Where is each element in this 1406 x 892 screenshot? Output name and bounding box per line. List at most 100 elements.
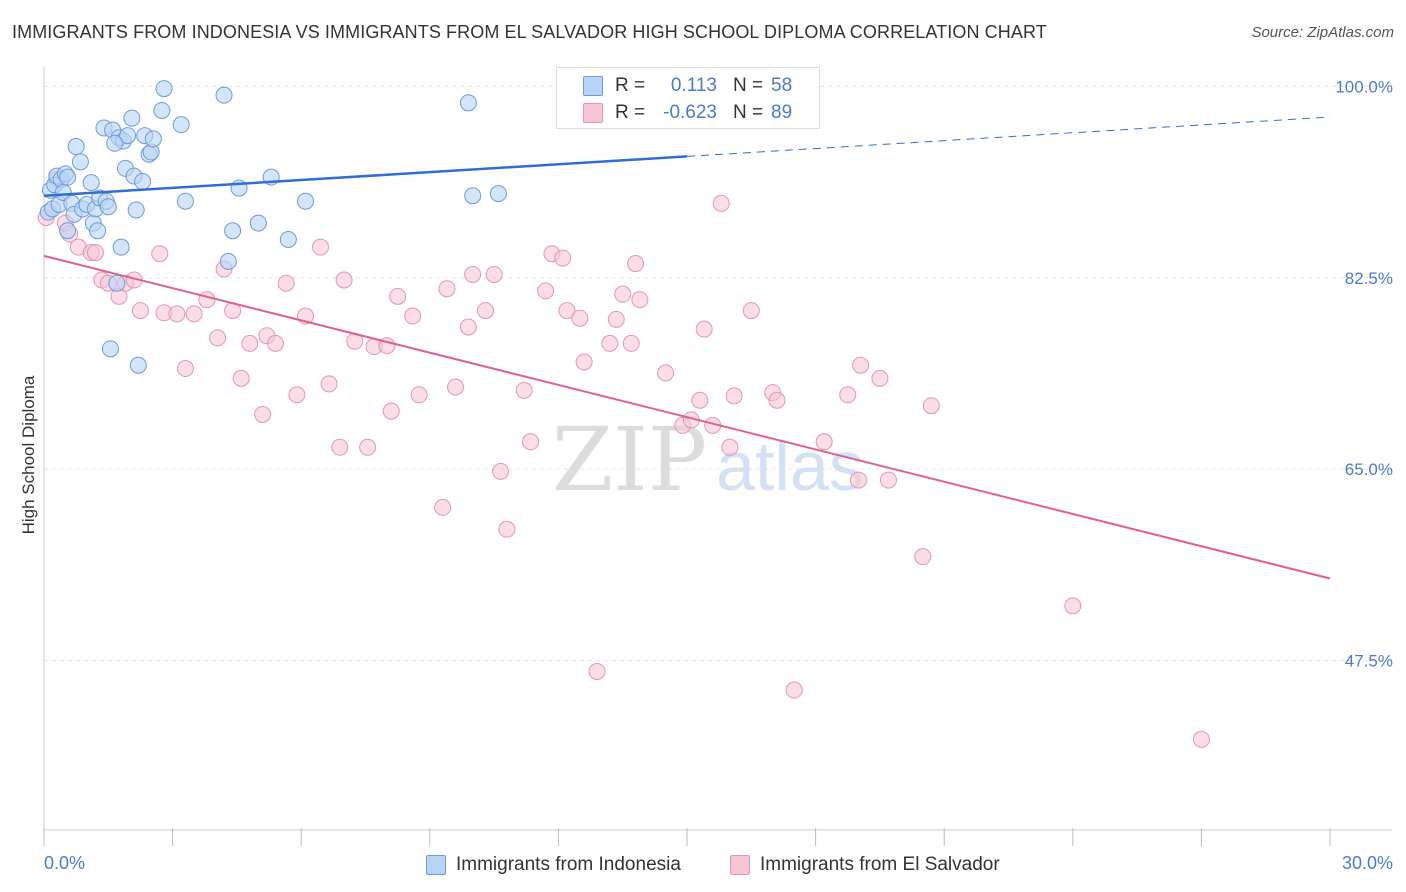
data-point-indonesia — [219, 252, 237, 270]
watermark: ZIP atlas — [552, 408, 864, 511]
data-point-indonesia — [129, 356, 147, 374]
data-point-el-salvador — [464, 265, 482, 283]
data-point-indonesia — [119, 127, 137, 145]
trend-line-el-salvador — [43, 254, 1331, 580]
y-tick-label: 47.5% — [1345, 652, 1393, 671]
data-point-el-salvador — [320, 375, 338, 393]
data-point-el-salvador — [198, 291, 216, 309]
data-point-el-salvador — [209, 329, 227, 347]
data-point-el-salvador — [725, 387, 743, 405]
data-point-el-salvador — [631, 291, 649, 309]
data-point-indonesia — [155, 80, 173, 98]
data-point-el-salvador — [712, 194, 730, 212]
legend-n-value: 58 — [771, 75, 793, 96]
data-point-el-salvador — [614, 285, 632, 303]
data-point-indonesia — [296, 192, 314, 210]
correlation-legend: R = 0.113 N = 58 R = -0.623 N = 89 — [556, 67, 820, 129]
data-point-el-salvador — [477, 302, 495, 320]
legend-row-el-salvador: R = -0.623 N = 89 — [557, 100, 821, 126]
data-point-indonesia — [99, 198, 117, 216]
data-point-el-salvador — [871, 369, 889, 387]
legend-row-indonesia: R = 0.113 N = 58 — [557, 73, 821, 99]
data-point-el-salvador — [742, 302, 760, 320]
legend-swatch-el-salvador — [730, 855, 750, 875]
data-point-el-salvador — [571, 309, 589, 327]
data-point-indonesia — [127, 201, 145, 219]
grid-lines — [44, 85, 1392, 662]
legend-n-label: N = — [733, 102, 764, 123]
data-point-el-salvador — [176, 360, 194, 378]
data-point-indonesia — [112, 238, 130, 256]
data-point-indonesia — [82, 174, 100, 192]
data-point-el-salvador — [815, 433, 833, 451]
data-point-el-salvador — [404, 307, 422, 325]
data-point-indonesia — [224, 222, 242, 240]
data-point-indonesia — [71, 153, 89, 171]
data-point-el-salvador — [695, 320, 713, 338]
data-point-el-salvador — [86, 244, 104, 262]
data-point-el-salvador — [389, 287, 407, 305]
data-point-el-salvador — [879, 471, 897, 489]
legend-item-indonesia[interactable]: Immigrants from Indonesia — [426, 850, 681, 880]
data-point-indonesia — [215, 86, 233, 104]
trend-line-indonesia-extension — [686, 116, 1331, 157]
data-point-indonesia — [106, 134, 124, 152]
data-point-indonesia — [172, 116, 190, 134]
watermark-atlas: atlas — [716, 427, 864, 505]
data-point-el-salvador — [410, 386, 428, 404]
legend-r-label: R = — [615, 75, 646, 96]
axis-ticks — [43, 828, 1331, 846]
data-point-el-salvador — [607, 310, 625, 328]
x-tick-label: 30.0% — [1342, 853, 1393, 873]
x-tick-label: 0.0% — [44, 853, 85, 873]
data-point-indonesia — [134, 173, 152, 191]
data-point-el-salvador — [131, 302, 149, 320]
legend-r-value: -0.623 — [663, 102, 717, 123]
data-point-el-salvador — [277, 274, 295, 292]
data-point-el-salvador — [588, 662, 606, 680]
data-point-el-salvador — [721, 438, 739, 456]
data-point-el-salvador — [852, 356, 870, 374]
data-point-el-salvador — [657, 364, 675, 382]
chart-title: IMMIGRANTS FROM INDONESIA VS IMMIGRANTS … — [12, 22, 1047, 42]
data-point-el-salvador — [1064, 597, 1082, 615]
legend-item-el-salvador[interactable]: Immigrants from El Salvador — [730, 850, 1000, 880]
data-point-indonesia — [101, 340, 119, 358]
y-axis-label: High School Diploma — [19, 375, 38, 534]
data-point-el-salvador — [691, 391, 709, 409]
data-point-el-salvador — [151, 245, 169, 263]
data-point-el-salvador — [515, 381, 533, 399]
data-point-el-salvador — [558, 302, 576, 320]
data-point-el-salvador — [498, 520, 516, 538]
data-point-el-salvador — [185, 305, 203, 323]
data-point-el-salvador — [447, 378, 465, 396]
data-point-el-salvador — [922, 397, 940, 415]
legend-swatch-indonesia — [426, 855, 446, 875]
data-point-indonesia — [144, 130, 162, 148]
data-point-el-salvador — [485, 265, 503, 283]
data-point-el-salvador — [459, 318, 477, 336]
data-point-el-salvador — [622, 334, 640, 352]
y-tick-label: 65.0% — [1345, 460, 1393, 479]
data-point-el-salvador — [768, 391, 786, 409]
data-point-indonesia — [89, 222, 107, 240]
legend-n-label: N = — [733, 75, 764, 96]
data-point-indonesia — [279, 230, 297, 248]
data-point-el-salvador — [434, 498, 452, 516]
data-point-el-salvador — [914, 548, 932, 566]
data-point-el-salvador — [575, 353, 593, 371]
legend-n-value: 89 — [771, 102, 793, 123]
data-point-el-salvador — [537, 282, 555, 300]
data-point-el-salvador — [241, 334, 259, 352]
data-point-el-salvador — [359, 438, 377, 456]
data-point-indonesia — [153, 101, 171, 119]
data-point-indonesia — [59, 222, 77, 240]
data-point-el-salvador — [331, 438, 349, 456]
data-point-el-salvador — [492, 462, 510, 480]
trend-line-indonesia — [43, 155, 688, 198]
data-point-el-salvador — [232, 369, 250, 387]
legend-label-el-salvador: Immigrants from El Salvador — [760, 854, 1000, 875]
data-point-el-salvador — [311, 238, 329, 256]
data-point-el-salvador — [438, 280, 456, 298]
